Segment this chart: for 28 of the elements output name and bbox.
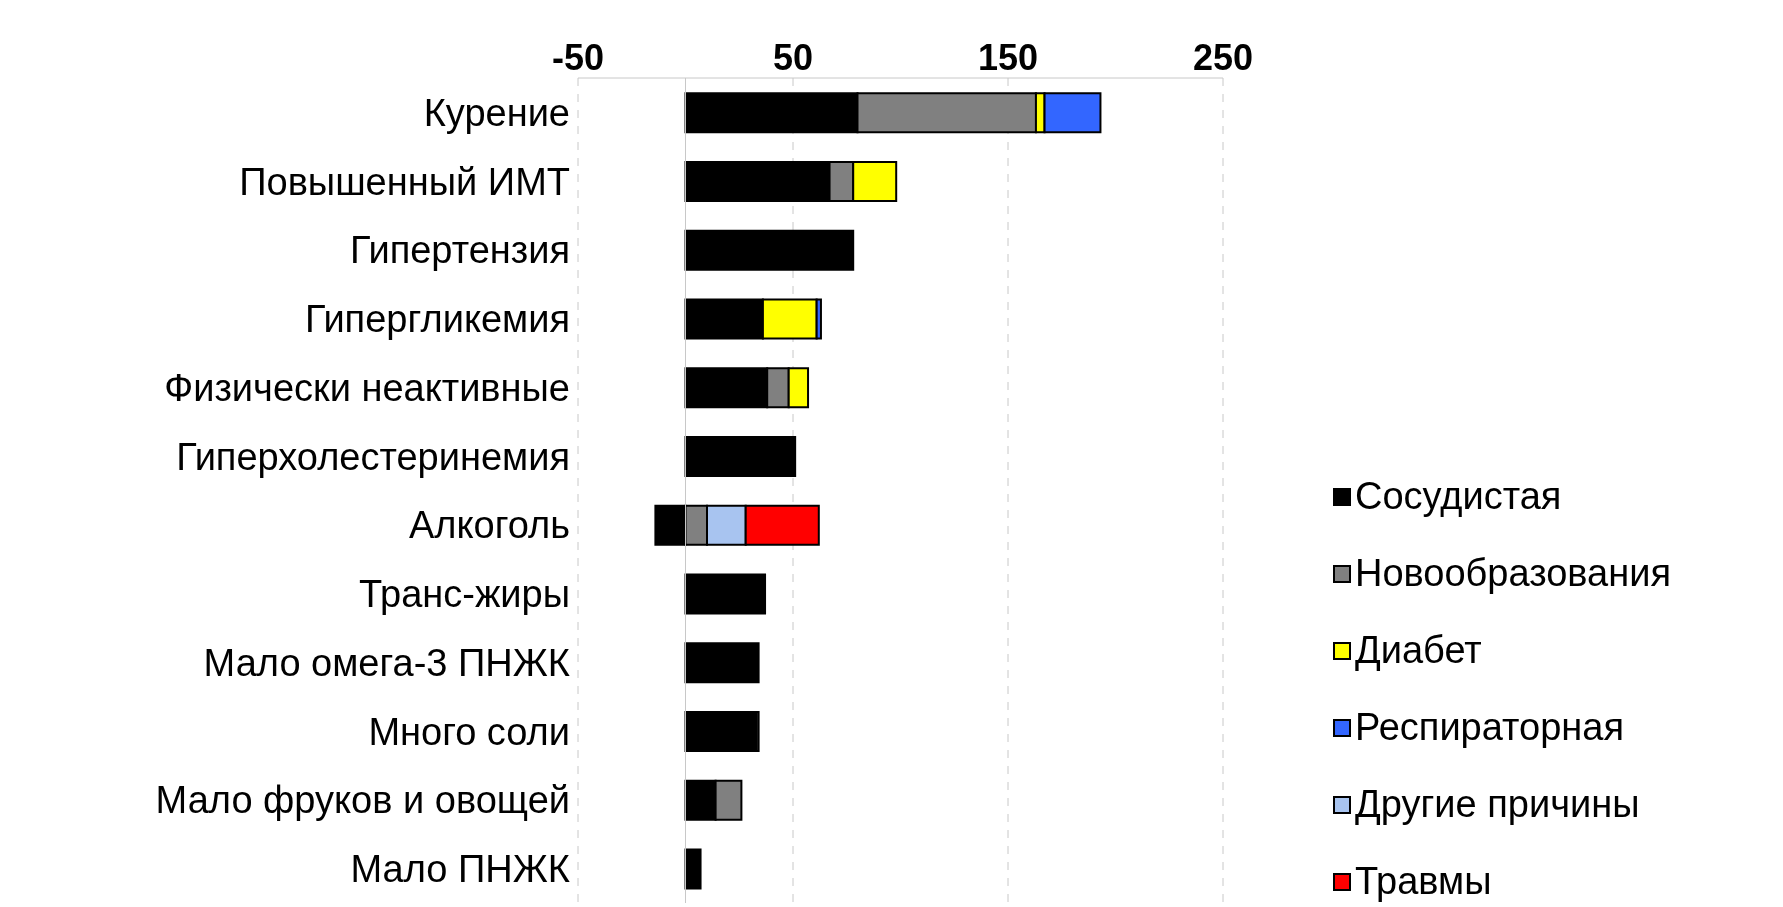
x-tick-label: 50 bbox=[772, 37, 814, 78]
bar bbox=[684, 229, 855, 271]
bar bbox=[684, 848, 702, 890]
y-tick-label: Гипергликемия bbox=[304, 298, 570, 341]
y-tick-label: Транс-жиры bbox=[358, 573, 570, 616]
y-tick-label: Мало омега-3 ПНЖК bbox=[203, 641, 570, 684]
y-tick-label: Гипертензия bbox=[349, 229, 570, 272]
legend-label: Травмы bbox=[1355, 860, 1492, 903]
bar bbox=[684, 642, 760, 684]
bar bbox=[684, 573, 767, 615]
y-tick-label: Гиперхолестеринемия bbox=[176, 435, 570, 478]
y-tick-label: Мало фруков и овощей bbox=[155, 779, 570, 822]
legend-label: Респираторная bbox=[1355, 706, 1624, 749]
bar bbox=[684, 435, 797, 477]
legend-label: Новообразования bbox=[1355, 552, 1672, 595]
y-tick-label: Повышенный ИМТ bbox=[239, 160, 570, 203]
bar bbox=[684, 710, 758, 752]
y-tick-label: Мало ПНЖК bbox=[350, 848, 570, 891]
x-tick-label: 150 bbox=[977, 37, 1039, 78]
legend-label: Диабет bbox=[1355, 629, 1482, 672]
x-tick-label: 250 bbox=[1192, 37, 1254, 78]
x-tick-label: -50 bbox=[551, 37, 605, 78]
y-tick-label: Много соли bbox=[368, 710, 570, 753]
legend-label: Сосудистая bbox=[1355, 475, 1562, 518]
y-tick-label: Курение bbox=[423, 91, 570, 134]
y-tick-label: Физически неактивные bbox=[164, 366, 570, 409]
y-tick-label: Алкоголь bbox=[409, 504, 570, 547]
legend-label: Другие причины bbox=[1355, 783, 1640, 826]
